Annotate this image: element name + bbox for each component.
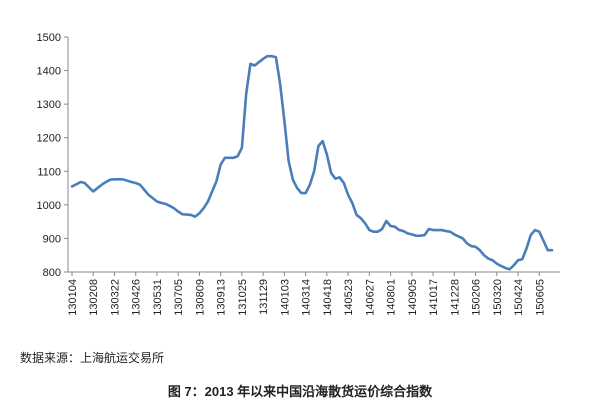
x-tick-label: 131129 [258, 279, 270, 315]
x-tick-label: 141017 [428, 279, 440, 316]
x-tick-label: 130809 [194, 279, 206, 316]
x-tick-label: 140314 [301, 279, 313, 316]
x-tick-label: 130426 [131, 279, 143, 316]
x-tick-label: 150206 [471, 279, 483, 316]
x-tick-label: 140905 [407, 279, 419, 316]
x-tick-label: 141228 [449, 279, 461, 316]
x-tick-label: 150605 [534, 279, 546, 316]
x-tick-label: 130531 [152, 279, 164, 316]
x-tick-label: 130705 [173, 279, 185, 316]
y-tick-label: 900 [43, 233, 61, 245]
y-tick-label: 1100 [37, 166, 61, 178]
y-tick-label: 1200 [37, 133, 61, 145]
x-tick-label: 140801 [386, 279, 398, 316]
x-tick-label: 150320 [492, 279, 504, 316]
x-tick-label: 150424 [513, 279, 525, 316]
x-tick-label: 130322 [109, 279, 121, 316]
y-tick-label: 1300 [37, 99, 61, 111]
y-tick-label: 1000 [37, 200, 61, 212]
data-line [70, 54, 554, 271]
x-tick-label: 140103 [279, 279, 291, 316]
chart-title: 图 7：2013 年以来中国沿海散货运价综合指数 [168, 384, 433, 399]
y-tick-label: 800 [43, 267, 61, 279]
x-tick-label: 130913 [216, 279, 228, 316]
x-tick-label: 140627 [364, 279, 376, 316]
x-tick-label: 130208 [88, 279, 100, 316]
y-tick-label: 1500 [37, 32, 61, 44]
source-note: 数据来源：上海航运交易所 [20, 350, 164, 365]
x-tick-label: 130104 [67, 279, 79, 316]
y-tick-label: 1400 [37, 66, 61, 78]
x-tick-label: 140418 [322, 279, 334, 316]
x-tick-label: 140523 [343, 279, 355, 316]
x-tick-label: 131025 [237, 279, 249, 316]
